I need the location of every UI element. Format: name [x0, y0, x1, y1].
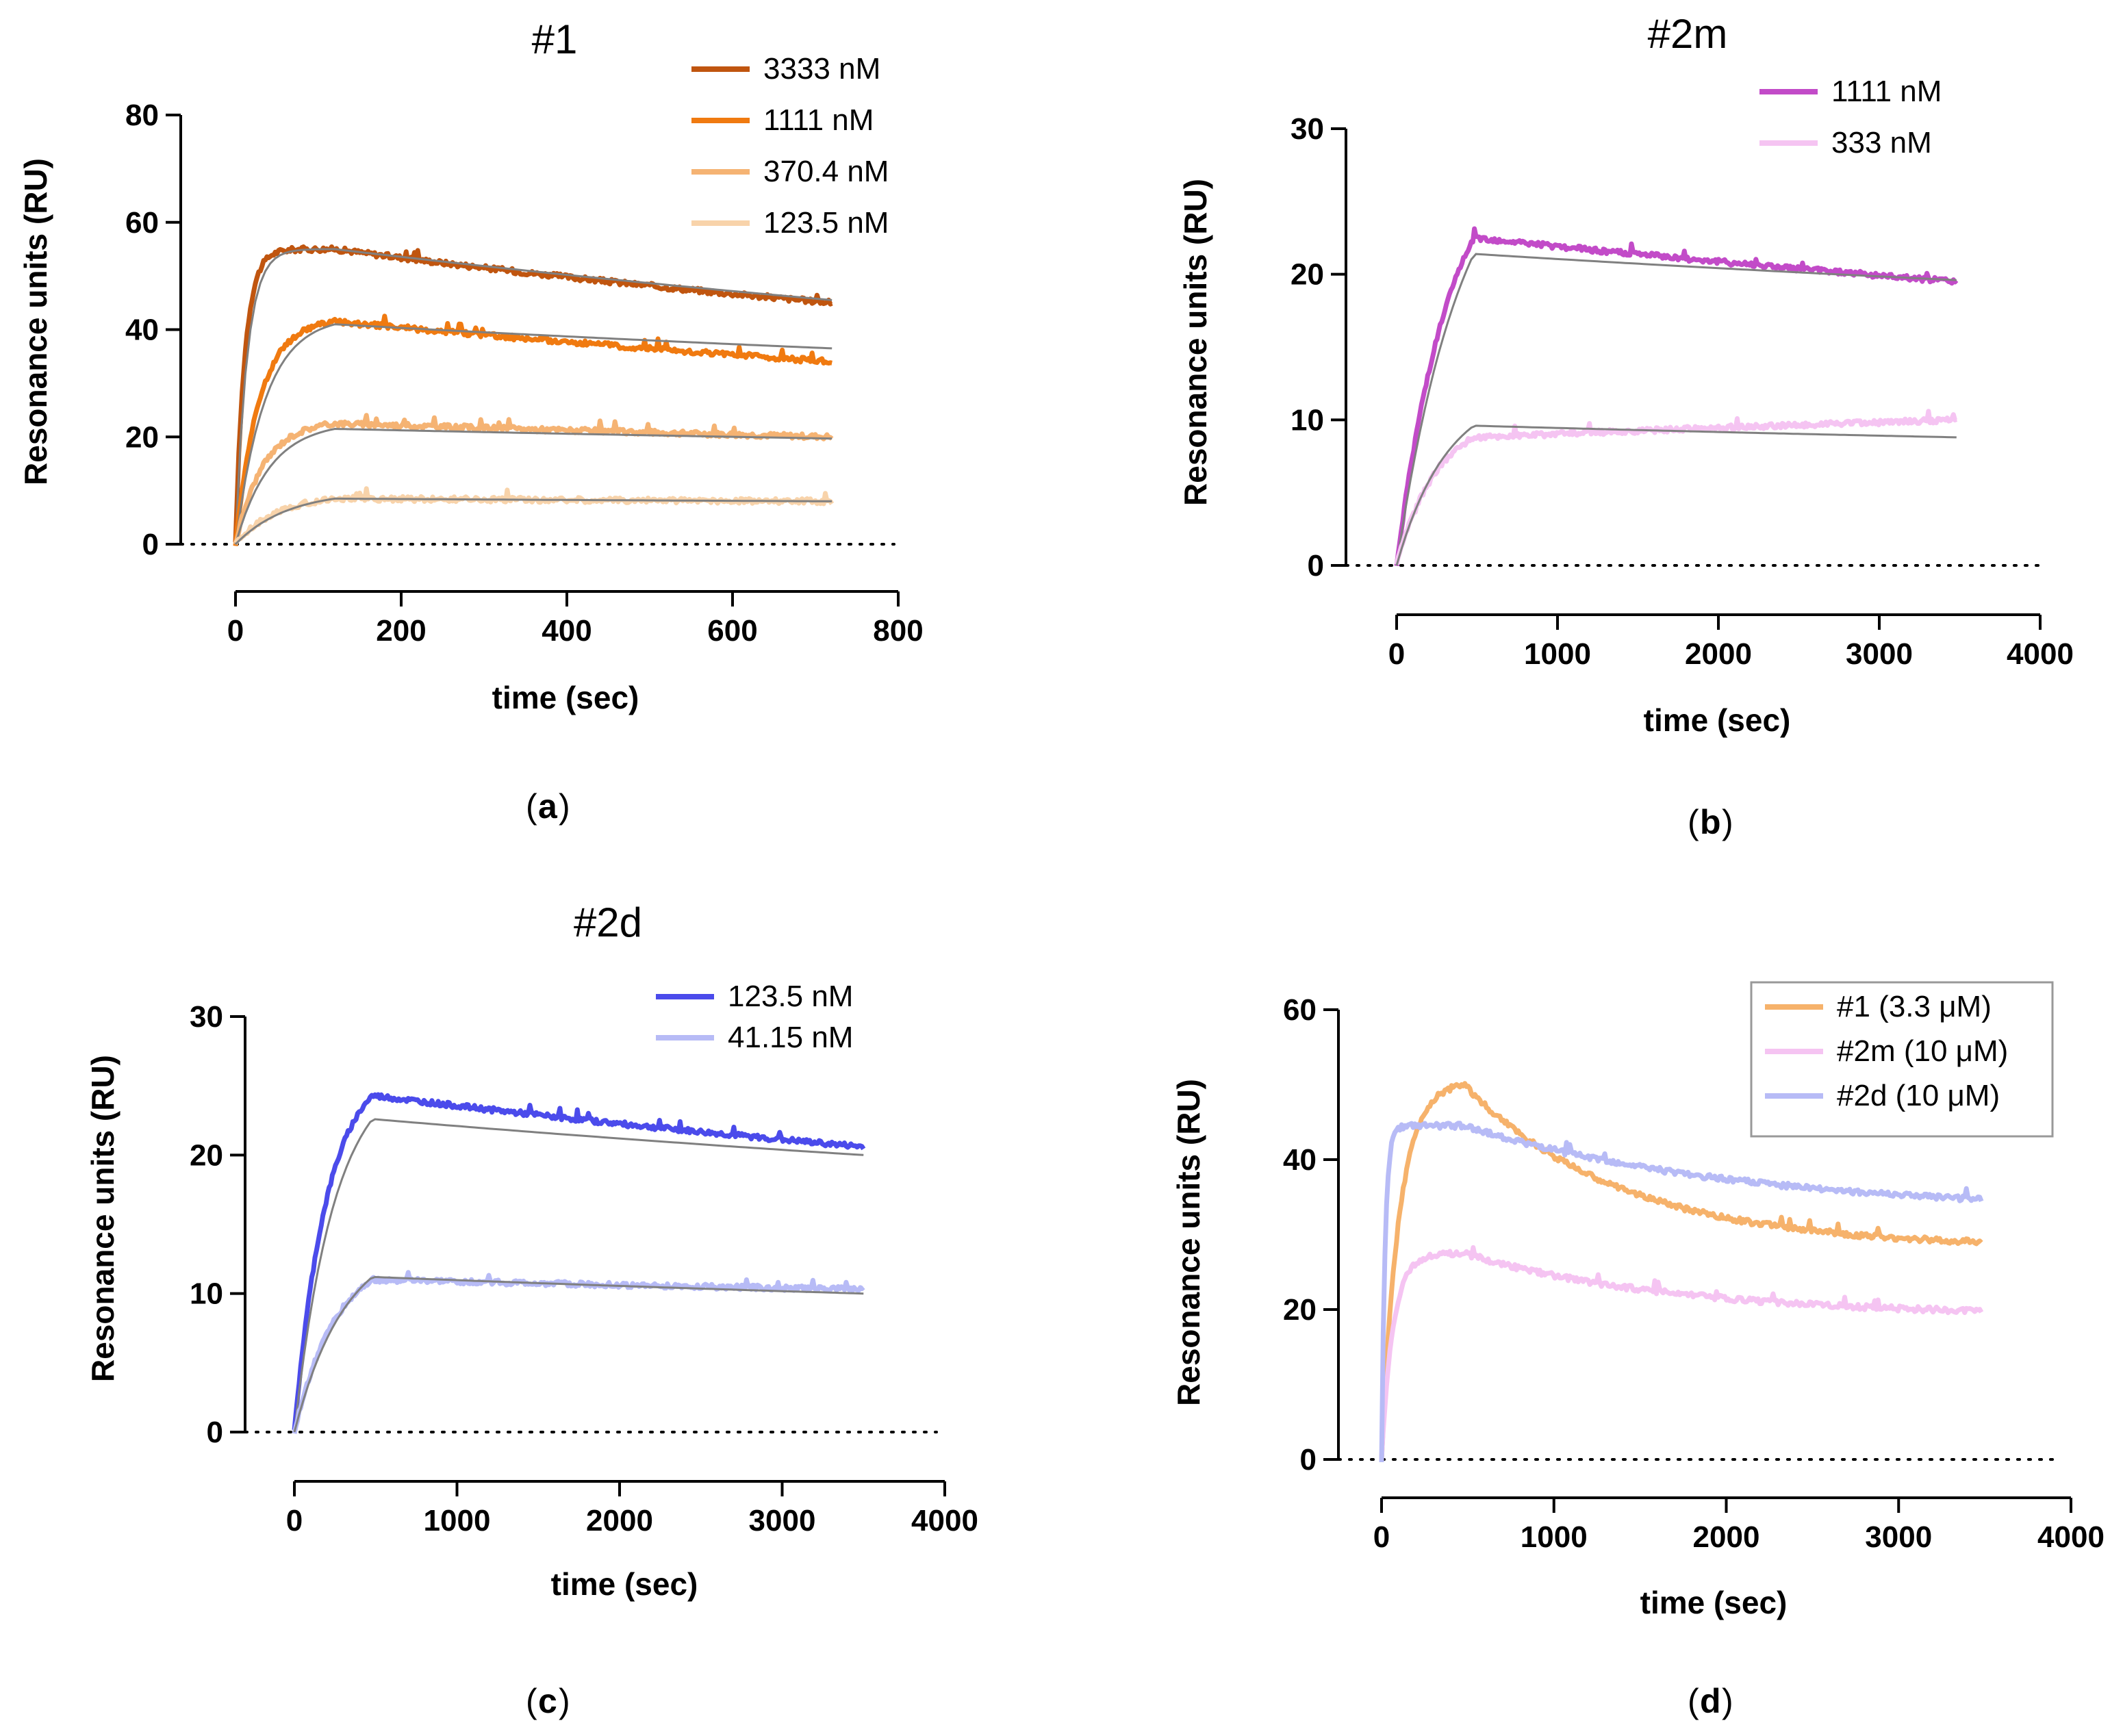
- legend-entry-3: #2d (10 μM): [1837, 1079, 2000, 1112]
- x-tick-label: 2000: [1693, 1520, 1760, 1554]
- x-tick-label: 0: [1388, 637, 1405, 671]
- x-tick-label: 4000: [2037, 1520, 2105, 1554]
- series-line-2: [233, 314, 833, 546]
- legend-entry-4: 123.5 nM: [763, 206, 889, 240]
- panel-d-label-open: (: [1688, 1682, 1699, 1720]
- panel-d-label-close: ): [1722, 1682, 1733, 1720]
- panel-b-ylabel: Resonance units (RU): [1178, 179, 1213, 506]
- x-tick-label: 200: [376, 614, 426, 648]
- panel-c-label-open: (: [526, 1682, 537, 1720]
- x-tick-label: 3000: [1846, 637, 1913, 671]
- x-tick-label: 1000: [1524, 637, 1591, 671]
- y-tick-label: 20: [190, 1138, 223, 1172]
- y-tick-label: 0: [142, 528, 159, 561]
- y-tick-label: 40: [1283, 1143, 1317, 1177]
- panel-a-title: #1: [532, 16, 578, 62]
- legend-entry-1: 1111 nM: [1831, 75, 1942, 108]
- y-tick-label: 80: [125, 99, 159, 132]
- panel-c-label: c: [538, 1682, 557, 1720]
- y-tick-label: 0: [207, 1416, 223, 1449]
- y-tick-label: 60: [1283, 993, 1317, 1027]
- panel-d-ylabel: Resonance units (RU): [1171, 1079, 1206, 1406]
- panel-d-label: d: [1700, 1682, 1721, 1720]
- fit-line-1: [234, 248, 832, 545]
- y-tick-label: 60: [125, 206, 159, 240]
- panel-b-label-open: (: [1688, 803, 1699, 841]
- x-tick-label: 1000: [1521, 1520, 1588, 1554]
- panel-c-xlabel: time (sec): [551, 1566, 698, 1602]
- x-tick-label: 800: [873, 614, 923, 648]
- fit-line-1: [293, 1118, 864, 1433]
- x-tick-label: 600: [707, 614, 757, 648]
- x-tick-label: 4000: [911, 1504, 978, 1537]
- panel-a-label-open: (: [526, 787, 537, 826]
- y-tick-label: 40: [125, 314, 159, 347]
- panel-c: #2d Resonance units (RU) time (sec) ( c …: [85, 899, 978, 1720]
- panel-c-ylabel: Resonance units (RU): [85, 1055, 120, 1382]
- legend-entry-2: 41.15 nM: [728, 1021, 853, 1054]
- x-tick-label: 2000: [586, 1504, 653, 1537]
- series-line-4: [233, 486, 835, 545]
- x-tick-label: 0: [1373, 1520, 1390, 1554]
- x-tick-label: 2000: [1685, 637, 1752, 671]
- x-tick-label: 0: [227, 614, 244, 648]
- fit-line-4: [234, 497, 832, 546]
- x-tick-label: 400: [542, 614, 592, 648]
- x-tick-label: 4000: [2007, 637, 2074, 671]
- series-line-3: [1379, 1121, 1984, 1462]
- panel-b-label-close: ): [1722, 803, 1733, 841]
- panel-a-ylabel: Resonance units (RU): [18, 158, 53, 485]
- panel-a-xlabel: time (sec): [492, 680, 639, 715]
- legend-entry-2: #2m (10 μM): [1837, 1034, 2008, 1068]
- series-line-1: [1394, 226, 1959, 567]
- panel-b-label: b: [1700, 803, 1721, 841]
- series-line-2: [1379, 1245, 1984, 1459]
- panel-b-xlabel: time (sec): [1644, 702, 1791, 738]
- legend-entry-2: 333 nM: [1831, 126, 1932, 159]
- series-line-2: [1394, 409, 1958, 565]
- fit-line-1: [1395, 253, 1957, 566]
- y-tick-label: 20: [1291, 258, 1324, 292]
- panel-a: #1 Resonance units (RU) time (sec) ( a )…: [18, 16, 924, 826]
- x-tick-label: 0: [286, 1504, 303, 1537]
- panel-a-label: a: [538, 787, 558, 826]
- panel-c-label-close: ): [559, 1682, 570, 1720]
- y-tick-label: 20: [1283, 1293, 1317, 1327]
- fit-line-2: [234, 323, 832, 545]
- series-line-2: [292, 1270, 865, 1434]
- series-line-1: [292, 1092, 866, 1431]
- y-tick-label: 0: [1300, 1443, 1317, 1477]
- panel-d: Resonance units (RU) time (sec) ( d ) 0 2…: [1171, 981, 2105, 1720]
- legend-entry-1: 3333 nM: [763, 52, 880, 86]
- y-tick-label: 10: [190, 1277, 223, 1311]
- x-tick-label: 3000: [1865, 1520, 1932, 1554]
- series-line-3: [233, 413, 834, 546]
- fit-line-2: [293, 1275, 864, 1433]
- panel-d-xlabel: time (sec): [1640, 1585, 1788, 1620]
- x-tick-label: 1000: [424, 1504, 491, 1537]
- legend-entry-2: 1111 nM: [763, 103, 874, 137]
- y-tick-label: 20: [125, 420, 159, 454]
- y-tick-label: 30: [190, 1000, 223, 1034]
- panel-b: #2m Resonance units (RU) time (sec) ( b …: [1178, 11, 2074, 841]
- fit-line-2: [1395, 424, 1957, 566]
- panel-a-label-close: ): [559, 787, 570, 826]
- legend-entry-3: 370.4 nM: [763, 155, 889, 188]
- fit-line-3: [234, 427, 832, 545]
- y-tick-label: 10: [1291, 403, 1324, 437]
- panel-b-title: #2m: [1648, 11, 1728, 57]
- series-line-1: [233, 244, 833, 543]
- y-tick-label: 0: [1308, 549, 1324, 583]
- series-line-1: [1379, 1081, 1983, 1460]
- legend-entry-1: 123.5 nM: [728, 980, 853, 1013]
- panel-c-title: #2d: [574, 899, 642, 945]
- x-tick-label: 3000: [749, 1504, 816, 1537]
- y-tick-label: 30: [1291, 112, 1324, 146]
- legend-entry-1: #1 (3.3 μM): [1837, 990, 1992, 1023]
